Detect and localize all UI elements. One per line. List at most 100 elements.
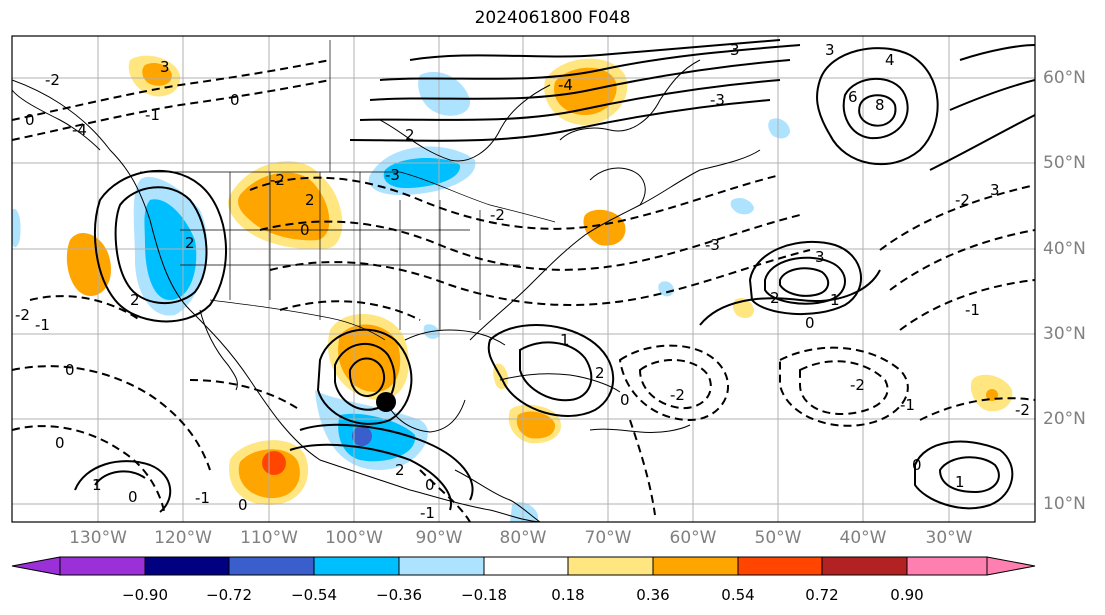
colorbar-tick-label: 0.72 <box>805 586 839 604</box>
cool-anomaly-arctic <box>418 71 471 116</box>
contour-label: -1 <box>145 106 160 124</box>
lon-label: 70°W <box>584 528 632 548</box>
contour-label: 0 <box>25 111 35 129</box>
colorbar-bin <box>398 556 485 576</box>
lat-label: 10°N <box>1043 494 1086 514</box>
contour-label: 4 <box>885 51 895 69</box>
colorbar-tick-label: 0.36 <box>636 586 670 604</box>
contour-label: 3 <box>825 41 835 59</box>
contour-label: 3 <box>160 58 170 76</box>
colorbar-tick-label: −0.72 <box>206 586 252 604</box>
colorbar-bin <box>821 556 908 576</box>
cool-anomaly-hudson-core <box>383 158 461 188</box>
lon-label: 130°W <box>69 528 127 548</box>
lon-label: 60°W <box>669 528 717 548</box>
colorbar-bin <box>144 556 230 576</box>
contour-label: 0 <box>620 391 630 409</box>
lon-label: 90°W <box>415 528 463 548</box>
colorbar <box>11 556 1036 576</box>
contour-label: 2 <box>595 364 605 382</box>
colorbar-bin <box>228 556 315 576</box>
contour-label: -2 <box>670 386 685 404</box>
contour-label: 3 <box>990 181 1000 199</box>
colorbar-tick-label: −0.18 <box>461 586 507 604</box>
contour-label: -1 <box>195 489 210 507</box>
lat-label: 20°N <box>1043 409 1086 429</box>
colorbar-extend-low <box>11 556 61 576</box>
contour-label: -2 <box>850 376 865 394</box>
colorbar-tick-label: 0.54 <box>721 586 755 604</box>
lat-label: 40°N <box>1043 239 1086 259</box>
contour-label: -1 <box>420 504 435 522</box>
contour-label: 0 <box>425 476 435 494</box>
contour-label: 2 <box>185 234 195 252</box>
lat-label: 50°N <box>1043 153 1086 173</box>
colorbar-tick-label: −0.90 <box>122 586 168 604</box>
contour-label: -4 <box>72 121 87 139</box>
colorbar-tick-label: 0.90 <box>890 586 924 604</box>
lon-label: 40°W <box>839 528 887 548</box>
contour-label: 2 <box>770 289 780 307</box>
map-frame <box>11 35 1036 523</box>
contour-label: 2 <box>405 126 415 144</box>
lon-label: 30°W <box>925 528 973 548</box>
colorbar-tick-label: −0.36 <box>376 586 422 604</box>
positive-contours <box>74 39 1035 513</box>
contour-label: 1 <box>560 331 570 349</box>
contour-label: -1 <box>35 316 50 334</box>
contour-label: -1 <box>965 301 980 319</box>
contour-labels: 3 0 -1 -2 2 -3 3 3 4 6 8 -3 3 2 1 0 -1 -… <box>15 41 1030 522</box>
colorbar-bin <box>59 556 146 576</box>
warm-anomaly-nova-scotia <box>583 209 626 246</box>
contour-label: -2 <box>1015 401 1030 419</box>
contour-label: 1 <box>92 476 102 494</box>
negative-contours <box>12 59 1035 522</box>
colorbar-bin <box>567 556 654 576</box>
contour-label: 0 <box>128 488 138 506</box>
colorbar-tick-label: −0.54 <box>291 586 337 604</box>
contour-label: -3 <box>710 91 725 109</box>
contour-label: -2 <box>270 171 285 189</box>
political-borders <box>140 40 556 341</box>
contour-label: 0 <box>805 314 815 332</box>
lon-label: 100°W <box>325 528 383 548</box>
lon-label: 120°W <box>154 528 212 548</box>
contour-label: 0 <box>238 496 248 514</box>
lon-label: 50°W <box>754 528 802 548</box>
contour-label: 0 <box>65 361 75 379</box>
contour-label: -3 <box>385 166 400 184</box>
contour-label: -2 <box>490 206 505 224</box>
lat-label: 60°N <box>1043 68 1086 88</box>
contour-label: 0 <box>55 434 65 452</box>
colorbar-bin <box>313 556 400 576</box>
contour-label: 0 <box>230 91 240 109</box>
contour-label: -4 <box>558 76 573 94</box>
contour-label: 3 <box>730 41 740 59</box>
colorbar-extend-high <box>986 556 1036 576</box>
warm-anomaly-pnw <box>66 232 111 296</box>
location-marker <box>376 392 396 412</box>
contour-label: 8 <box>875 96 885 114</box>
contour-label: 2 <box>395 461 405 479</box>
colorbar-bin <box>483 556 569 576</box>
contour-label: 0 <box>912 456 922 474</box>
colorbar-bin <box>906 556 988 576</box>
contour-label: -2 <box>955 191 970 209</box>
contour-label: -2 <box>15 306 30 324</box>
anomaly-shading <box>12 55 1013 522</box>
lon-label: 110°W <box>240 528 298 548</box>
contour-label: 2 <box>130 291 140 309</box>
map-title: 2024061800 F048 <box>474 8 631 28</box>
colorbar-tick-label: 0.18 <box>551 586 585 604</box>
warm-anomaly-canada-core <box>238 172 330 241</box>
contour-label: 3 <box>815 248 825 266</box>
lon-label: 80°W <box>499 528 547 548</box>
graticule <box>12 36 1035 522</box>
coastlines <box>12 59 761 522</box>
contour-label: 2 <box>305 191 315 209</box>
contour-label: 1 <box>830 291 840 309</box>
colorbar-bin <box>737 556 823 576</box>
contour-label: 6 <box>848 88 858 106</box>
contour-label: -2 <box>45 71 60 89</box>
